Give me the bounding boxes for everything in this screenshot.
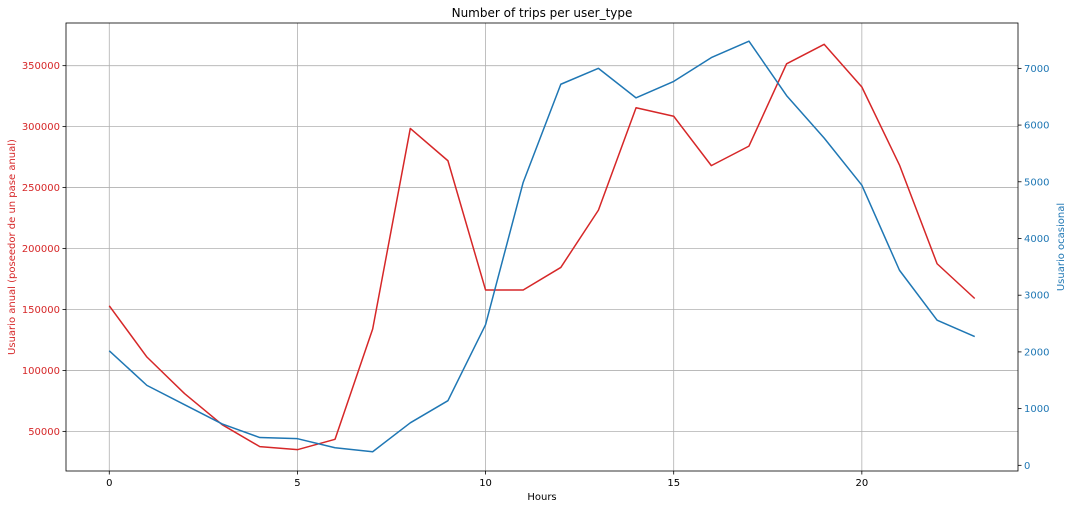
- y-left-tick-label: 350000: [22, 61, 60, 72]
- plot-frame: [65, 22, 1019, 472]
- y-right-tick-label: 0: [1024, 461, 1030, 472]
- y-axis-right: 0 1000 2000 3000 4000 5000 6000 7000: [1018, 64, 1049, 472]
- y-right-tick-label: 4000: [1024, 234, 1049, 245]
- y-axis-left: 50000 100000 150000 200000 250000 300000 35000…: [22, 61, 66, 438]
- x-tick-label: 5: [294, 478, 300, 489]
- chart-title: Number of trips per user_type: [452, 6, 633, 20]
- y-axis-left-title: Usuario anual (poseedor de un pase anual…: [7, 139, 18, 355]
- x-axis-title: Hours: [527, 492, 556, 503]
- x-axis: 0 5 10 15 20: [106, 471, 868, 489]
- x-tick-label: 15: [667, 478, 680, 489]
- y-left-tick-label: 250000: [22, 183, 60, 194]
- y-axis-right-title: Usuario ocasional: [1056, 203, 1067, 291]
- y-right-tick-label: 5000: [1024, 177, 1049, 188]
- y-right-tick-label: 3000: [1024, 291, 1049, 302]
- series-line-right: [108, 40, 976, 453]
- y-left-tick-label: 50000: [28, 427, 60, 438]
- y-right-tick-label: 2000: [1024, 347, 1049, 358]
- y-left-tick-label: 100000: [22, 366, 60, 377]
- y-right-tick-label: 6000: [1024, 121, 1049, 132]
- x-tick-label: 10: [479, 478, 492, 489]
- grid-layer: [66, 23, 1018, 471]
- series-line-left: [108, 43, 976, 451]
- x-tick-label: 0: [106, 478, 112, 489]
- y-left-tick-label: 200000: [22, 244, 60, 255]
- y-left-tick-label: 300000: [22, 122, 60, 133]
- x-tick-label: 20: [855, 478, 868, 489]
- y-left-tick-label: 150000: [22, 305, 60, 316]
- y-right-tick-label: 7000: [1024, 64, 1049, 75]
- series-layer: [108, 40, 976, 453]
- y-right-tick-label: 1000: [1024, 404, 1049, 415]
